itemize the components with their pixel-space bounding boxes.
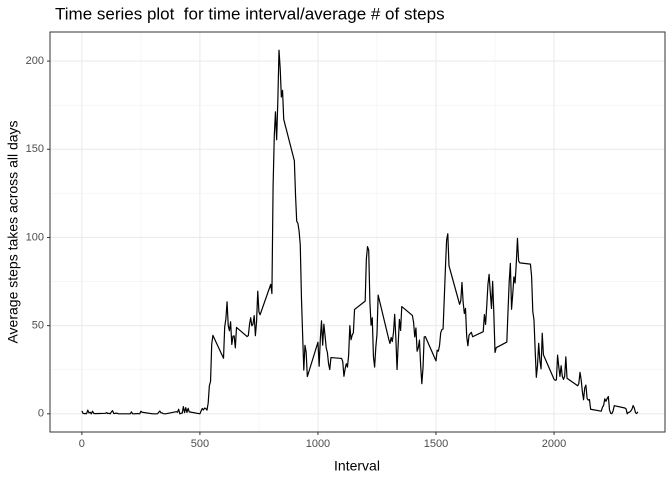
x-tick-label: 1500 bbox=[424, 438, 448, 450]
y-tick-label: 100 bbox=[26, 231, 44, 243]
y-tick-label: 150 bbox=[26, 143, 44, 155]
panel-border bbox=[49, 31, 666, 433]
x-tick-label: 0 bbox=[79, 438, 85, 450]
x-tick-label: 2000 bbox=[542, 438, 566, 450]
line bbox=[81, 49, 639, 415]
y-tick-label: 0 bbox=[38, 408, 44, 420]
y-tick-label: 50 bbox=[32, 320, 44, 332]
y-axis-title: Average steps takes across all days bbox=[5, 120, 21, 343]
x-tick-label: 500 bbox=[191, 438, 209, 450]
x-axis-title: Interval bbox=[334, 458, 380, 474]
chart-title: Time series plot for time interval/avera… bbox=[55, 4, 445, 23]
y-tick-label: 200 bbox=[26, 55, 44, 67]
x-tick-label: 1000 bbox=[306, 438, 330, 450]
